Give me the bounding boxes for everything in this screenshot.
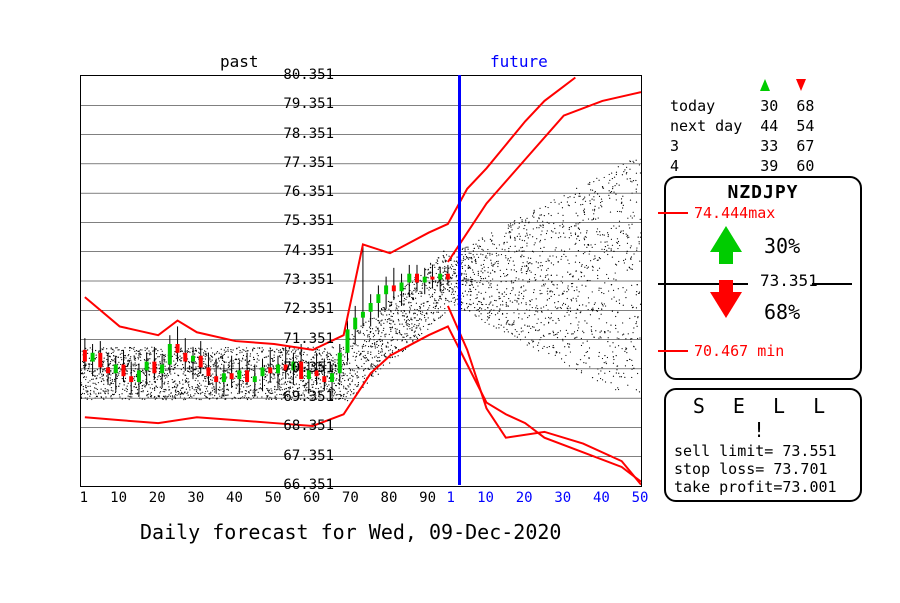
x-tick-label: 10 — [471, 490, 501, 506]
x-tick-label: 20 — [509, 490, 539, 506]
x-tick-label: 80 — [374, 490, 404, 506]
forecast-panel: NZDJPY 74.444max 30% 73.351 68% 70.467 m… — [664, 176, 862, 380]
y-tick-label: 72.351 — [274, 301, 334, 317]
y-tick-label: 78.351 — [274, 126, 334, 142]
y-tick-label: 67.351 — [274, 448, 334, 464]
x-tick-label: 1 — [69, 490, 99, 506]
x-tick-label: 40 — [219, 490, 249, 506]
y-tick-label: 76.351 — [274, 184, 334, 200]
down-percent: 68% — [764, 300, 800, 324]
x-tick-label: 40 — [586, 490, 616, 506]
past-future-divider — [458, 75, 461, 485]
x-tick-label: 50 — [625, 490, 655, 506]
table-row: 33367 — [662, 137, 822, 155]
y-tick-label: 70.351 — [274, 360, 334, 376]
signal-title: S E L L ! — [674, 394, 852, 442]
x-tick-label: 30 — [181, 490, 211, 506]
big-arrow-down-icon — [710, 292, 742, 318]
x-tick-label: 60 — [297, 490, 327, 506]
y-tick-label: 75.351 — [274, 213, 334, 229]
x-tick-label: 30 — [548, 490, 578, 506]
probability-table: today3068 next day4454 33367 43960 — [660, 75, 824, 177]
chart-svg — [81, 76, 641, 486]
table-row: today3068 — [662, 97, 822, 115]
x-tick-label: 1 — [436, 490, 466, 506]
y-tick-label: 69.351 — [274, 389, 334, 405]
past-label: past — [220, 52, 259, 71]
future-label: future — [490, 52, 548, 71]
y-tick-label: 68.351 — [274, 418, 334, 434]
table-row: next day4454 — [662, 117, 822, 135]
x-tick-label: 20 — [142, 490, 172, 506]
up-percent: 30% — [764, 234, 800, 258]
signal-panel: S E L L ! sell limit= 73.551 stop loss= … — [664, 388, 862, 502]
y-tick-label: 74.351 — [274, 243, 334, 259]
signal-line: take profit=73.001 — [674, 478, 852, 496]
currency-pair: NZDJPY — [674, 182, 852, 203]
y-tick-label: 73.351 — [274, 272, 334, 288]
chart-title: Daily forecast for Wed, 09-Dec-2020 — [140, 520, 561, 544]
mid-price: 73.351 — [760, 271, 818, 290]
arrow-down-icon — [796, 79, 806, 91]
y-tick-label: 77.351 — [274, 155, 334, 171]
x-tick-label: 10 — [104, 490, 134, 506]
chart-area — [80, 75, 642, 487]
y-tick-label: 80.351 — [274, 67, 334, 83]
table-row: 43960 — [662, 157, 822, 175]
x-tick-label: 70 — [335, 490, 365, 506]
x-tick-label: 50 — [258, 490, 288, 506]
signal-line: stop loss= 73.701 — [674, 460, 852, 478]
signal-line: sell limit= 73.551 — [674, 442, 852, 460]
y-tick-label: 79.351 — [274, 96, 334, 112]
y-tick-label: 71.351 — [274, 331, 334, 347]
big-arrow-up-icon — [710, 226, 742, 252]
arrow-up-icon — [760, 79, 770, 91]
